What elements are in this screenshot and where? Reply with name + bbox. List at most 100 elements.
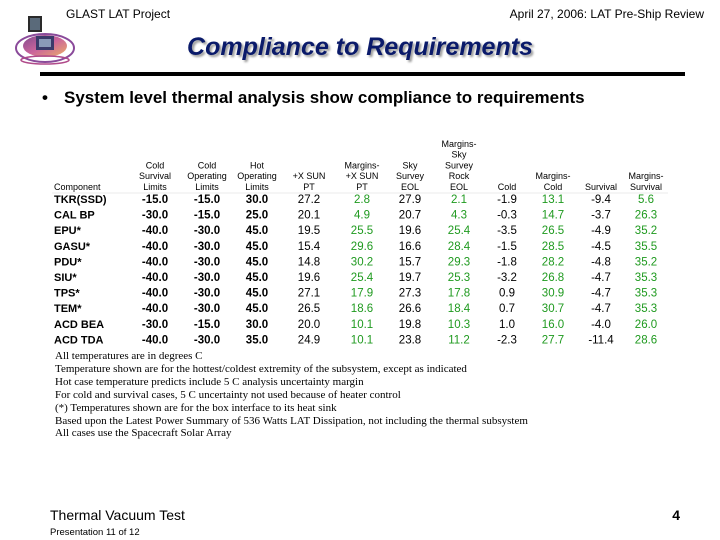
temperature-value-cell: -1.9 bbox=[497, 194, 517, 206]
margin-value-cell: 2.8 bbox=[354, 194, 370, 206]
margin-value-cell: 26.3 bbox=[635, 210, 657, 222]
margin-value-cell: 18.4 bbox=[448, 303, 471, 315]
temperature-value-cell: 19.5 bbox=[298, 225, 320, 237]
margin-value-cell: 26.0 bbox=[635, 319, 657, 331]
table-header-text: EOL bbox=[450, 182, 468, 192]
note-line: (*) Temperatures shown are for the box i… bbox=[55, 401, 337, 414]
temperature-value-cell: -4.5 bbox=[591, 241, 611, 253]
component-name-cell: SIU* bbox=[54, 272, 77, 284]
table-header-text: Limits bbox=[245, 182, 269, 192]
margin-value-cell: 29.6 bbox=[351, 241, 373, 253]
margin-value-cell: 18.6 bbox=[351, 303, 373, 315]
temperature-value-cell: 27.2 bbox=[298, 194, 320, 206]
temperature-value-cell: -40.0 bbox=[142, 256, 168, 268]
temperature-value-cell: 45.0 bbox=[246, 272, 268, 284]
table-header-text: Margins- bbox=[628, 171, 663, 181]
temperature-value-cell: -30.0 bbox=[194, 272, 220, 284]
margin-value-cell: 5.6 bbox=[638, 194, 654, 206]
title-divider bbox=[40, 72, 685, 76]
temperature-value-cell: -4.7 bbox=[591, 303, 611, 315]
margin-value-cell: 10.1 bbox=[351, 334, 373, 346]
margin-value-cell: 26.8 bbox=[542, 272, 564, 284]
temperature-value-cell: -9.4 bbox=[591, 194, 611, 206]
review-date-label: April 27, 2006: LAT Pre-Ship Review bbox=[509, 7, 704, 21]
temperature-value-cell: -4.8 bbox=[591, 256, 611, 268]
temperature-value-cell: 24.9 bbox=[298, 334, 320, 346]
temperature-value-cell: 19.6 bbox=[399, 225, 421, 237]
temperature-value-cell: -40.0 bbox=[142, 288, 168, 300]
margin-value-cell: 25.4 bbox=[448, 225, 471, 237]
table-header-text: Sky bbox=[402, 160, 418, 170]
table-header-text: Margins- bbox=[441, 139, 476, 149]
note-line: Based upon the Latest Power Summary of 5… bbox=[55, 414, 528, 427]
margin-value-cell: 27.7 bbox=[542, 334, 564, 346]
temperature-value-cell: 26.6 bbox=[399, 303, 421, 315]
margin-value-cell: 28.2 bbox=[542, 256, 564, 268]
table-notes: All temperatures are in degrees C Temper… bbox=[55, 350, 528, 440]
temperature-value-cell: -15.0 bbox=[194, 319, 220, 331]
component-name-cell: TPS* bbox=[54, 288, 80, 300]
note-line: Temperature shown are for the hottest/co… bbox=[55, 362, 467, 375]
temperature-value-cell: -30.0 bbox=[194, 288, 220, 300]
temperature-value-cell: 30.0 bbox=[246, 194, 268, 206]
margin-value-cell: 28.5 bbox=[542, 241, 564, 253]
temperature-value-cell: 14.8 bbox=[298, 256, 320, 268]
temperature-value-cell: -30.0 bbox=[194, 303, 220, 315]
temperature-value-cell: -4.7 bbox=[591, 272, 611, 284]
temperature-value-cell: -15.0 bbox=[194, 210, 220, 222]
temperature-value-cell: 0.9 bbox=[499, 288, 515, 300]
temperature-value-cell: 30.0 bbox=[246, 319, 268, 331]
temperature-value-cell: 19.8 bbox=[399, 319, 421, 331]
margin-value-cell: 28.6 bbox=[635, 334, 657, 346]
temperature-value-cell: 26.5 bbox=[298, 303, 320, 315]
temperature-value-cell: 45.0 bbox=[246, 256, 268, 268]
margin-value-cell: 2.1 bbox=[451, 194, 467, 206]
margin-value-cell: 35.5 bbox=[635, 241, 657, 253]
margin-value-cell: 4.9 bbox=[354, 210, 370, 222]
note-line: All temperatures are in degrees C bbox=[55, 350, 203, 362]
margin-value-cell: 13.1 bbox=[542, 194, 564, 206]
footer-title: Thermal Vacuum Test bbox=[50, 507, 185, 523]
margin-value-cell: 25.3 bbox=[448, 272, 470, 284]
table-header-text: Cold bbox=[146, 160, 165, 170]
temperature-value-cell: -0.3 bbox=[497, 210, 517, 222]
table-header-text: Survey bbox=[396, 171, 425, 181]
temperature-value-cell: -4.7 bbox=[591, 288, 611, 300]
temperature-value-cell: 23.8 bbox=[399, 334, 421, 346]
temperature-value-cell: 19.6 bbox=[298, 272, 320, 284]
bullet-text: System level thermal analysis show compl… bbox=[64, 88, 585, 107]
table-header-text: Limits bbox=[143, 182, 167, 192]
margin-value-cell: 26.5 bbox=[542, 225, 564, 237]
margin-value-cell: 17.8 bbox=[448, 288, 470, 300]
margin-value-cell: 4.3 bbox=[451, 210, 467, 222]
table-header-text: Survival bbox=[139, 171, 171, 181]
bullet-point: • System level thermal analysis show comp… bbox=[42, 88, 585, 108]
temperature-value-cell: 20.0 bbox=[298, 319, 320, 331]
table-header-text: +X SUN bbox=[293, 171, 326, 181]
temperature-value-cell: -11.4 bbox=[588, 334, 614, 346]
margin-value-cell: 29.3 bbox=[448, 256, 470, 268]
table-header-text: Limits bbox=[195, 182, 219, 192]
component-name-cell: TEM* bbox=[54, 303, 82, 315]
temperature-value-cell: -15.0 bbox=[194, 194, 220, 206]
margin-value-cell: 16.0 bbox=[542, 319, 564, 331]
table-header-text: Survival bbox=[630, 182, 662, 192]
temperature-value-cell: 45.0 bbox=[246, 288, 268, 300]
margin-value-cell: 25.4 bbox=[351, 272, 374, 284]
thermal-compliance-table: Component Cold Survival Limits Cold Operating… bbox=[52, 124, 668, 348]
temperature-value-cell: -2.3 bbox=[497, 334, 517, 346]
margin-value-cell: 10.1 bbox=[351, 319, 373, 331]
temperature-value-cell: 15.7 bbox=[399, 256, 421, 268]
temperature-value-cell: -40.0 bbox=[142, 272, 168, 284]
table-header-text: Margins- bbox=[535, 171, 570, 181]
margin-value-cell: 14.7 bbox=[542, 210, 564, 222]
margin-value-cell: 25.5 bbox=[351, 225, 373, 237]
temperature-value-cell: 0.7 bbox=[499, 303, 515, 315]
temperature-value-cell: 27.3 bbox=[399, 288, 421, 300]
table-header-text: Survey bbox=[445, 160, 474, 170]
temperature-value-cell: 19.7 bbox=[399, 272, 421, 284]
table-header-text: Component bbox=[54, 182, 101, 192]
table-header-text: Margins- bbox=[344, 160, 379, 170]
temperature-value-cell: -3.7 bbox=[591, 210, 611, 222]
margin-value-cell: 35.3 bbox=[635, 288, 657, 300]
